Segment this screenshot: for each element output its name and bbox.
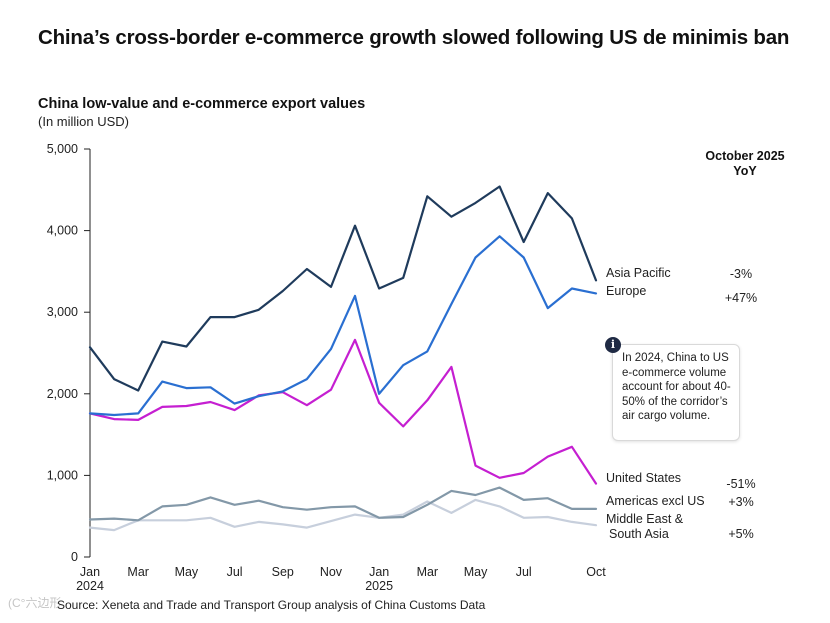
y-tick-label: 0 [71,550,78,564]
x-tick-label: May [464,565,488,579]
series-label: Asia Pacific [606,266,671,280]
series-line-middle-east-south-asia [88,498,598,532]
x-tick-label: May [175,565,199,579]
y-tick-label: 3,000 [47,305,78,319]
x-tick-label: Jul [516,565,532,579]
yoy-value: -3% [730,267,752,281]
series-line-americas-excl-us [88,486,598,522]
x-tick-label: Jul [227,565,243,579]
x-tick-label: Oct [586,565,606,579]
series-label: Europe [606,284,646,298]
x-tick-label: Jan [80,565,100,579]
x-tick-year-label: 2025 [365,579,393,593]
note-text: In 2024, China to US e-commerce volume a… [622,352,731,422]
series-line-asia-pacific [88,185,598,392]
yoy-value: +47% [725,291,757,305]
yoy-value: +5% [728,527,753,541]
yoy-column-header: October 2025 YoY [705,149,785,178]
info-note: i In 2024, China to US e-commerce volume… [605,337,740,441]
info-icon: i [605,337,621,353]
series-label: Americas excl US [606,494,705,508]
x-tick-label: Sep [272,565,294,579]
x-tick-label: Mar [417,565,439,579]
source-note: Source: Xeneta and Trade and Transport G… [57,598,486,612]
page-title: China’s cross-border e-commerce growth s… [38,26,790,49]
chart-title: China low-value and e-commerce export va… [38,96,366,112]
series-label: Middle East & South Asia [606,512,684,541]
y-tick-label: 4,000 [47,224,78,238]
series-label: United States [606,471,681,485]
x-tick-label: Mar [127,565,149,579]
x-tick-year-label: 2024 [76,579,104,593]
y-tick-label: 1,000 [47,468,78,482]
series-line-united-states [88,338,598,485]
yoy-value: -51% [726,477,755,491]
chart-subtitle: (In million USD) [38,114,130,129]
watermark-logo: (C°六边形 [8,596,62,610]
series-line-europe [88,235,598,417]
x-tick-label: Nov [320,565,343,579]
y-tick-label: 2,000 [47,387,78,401]
yoy-value: +3% [728,495,753,509]
x-tick-label: Jan [369,565,389,579]
y-tick-label: 5,000 [47,142,78,156]
